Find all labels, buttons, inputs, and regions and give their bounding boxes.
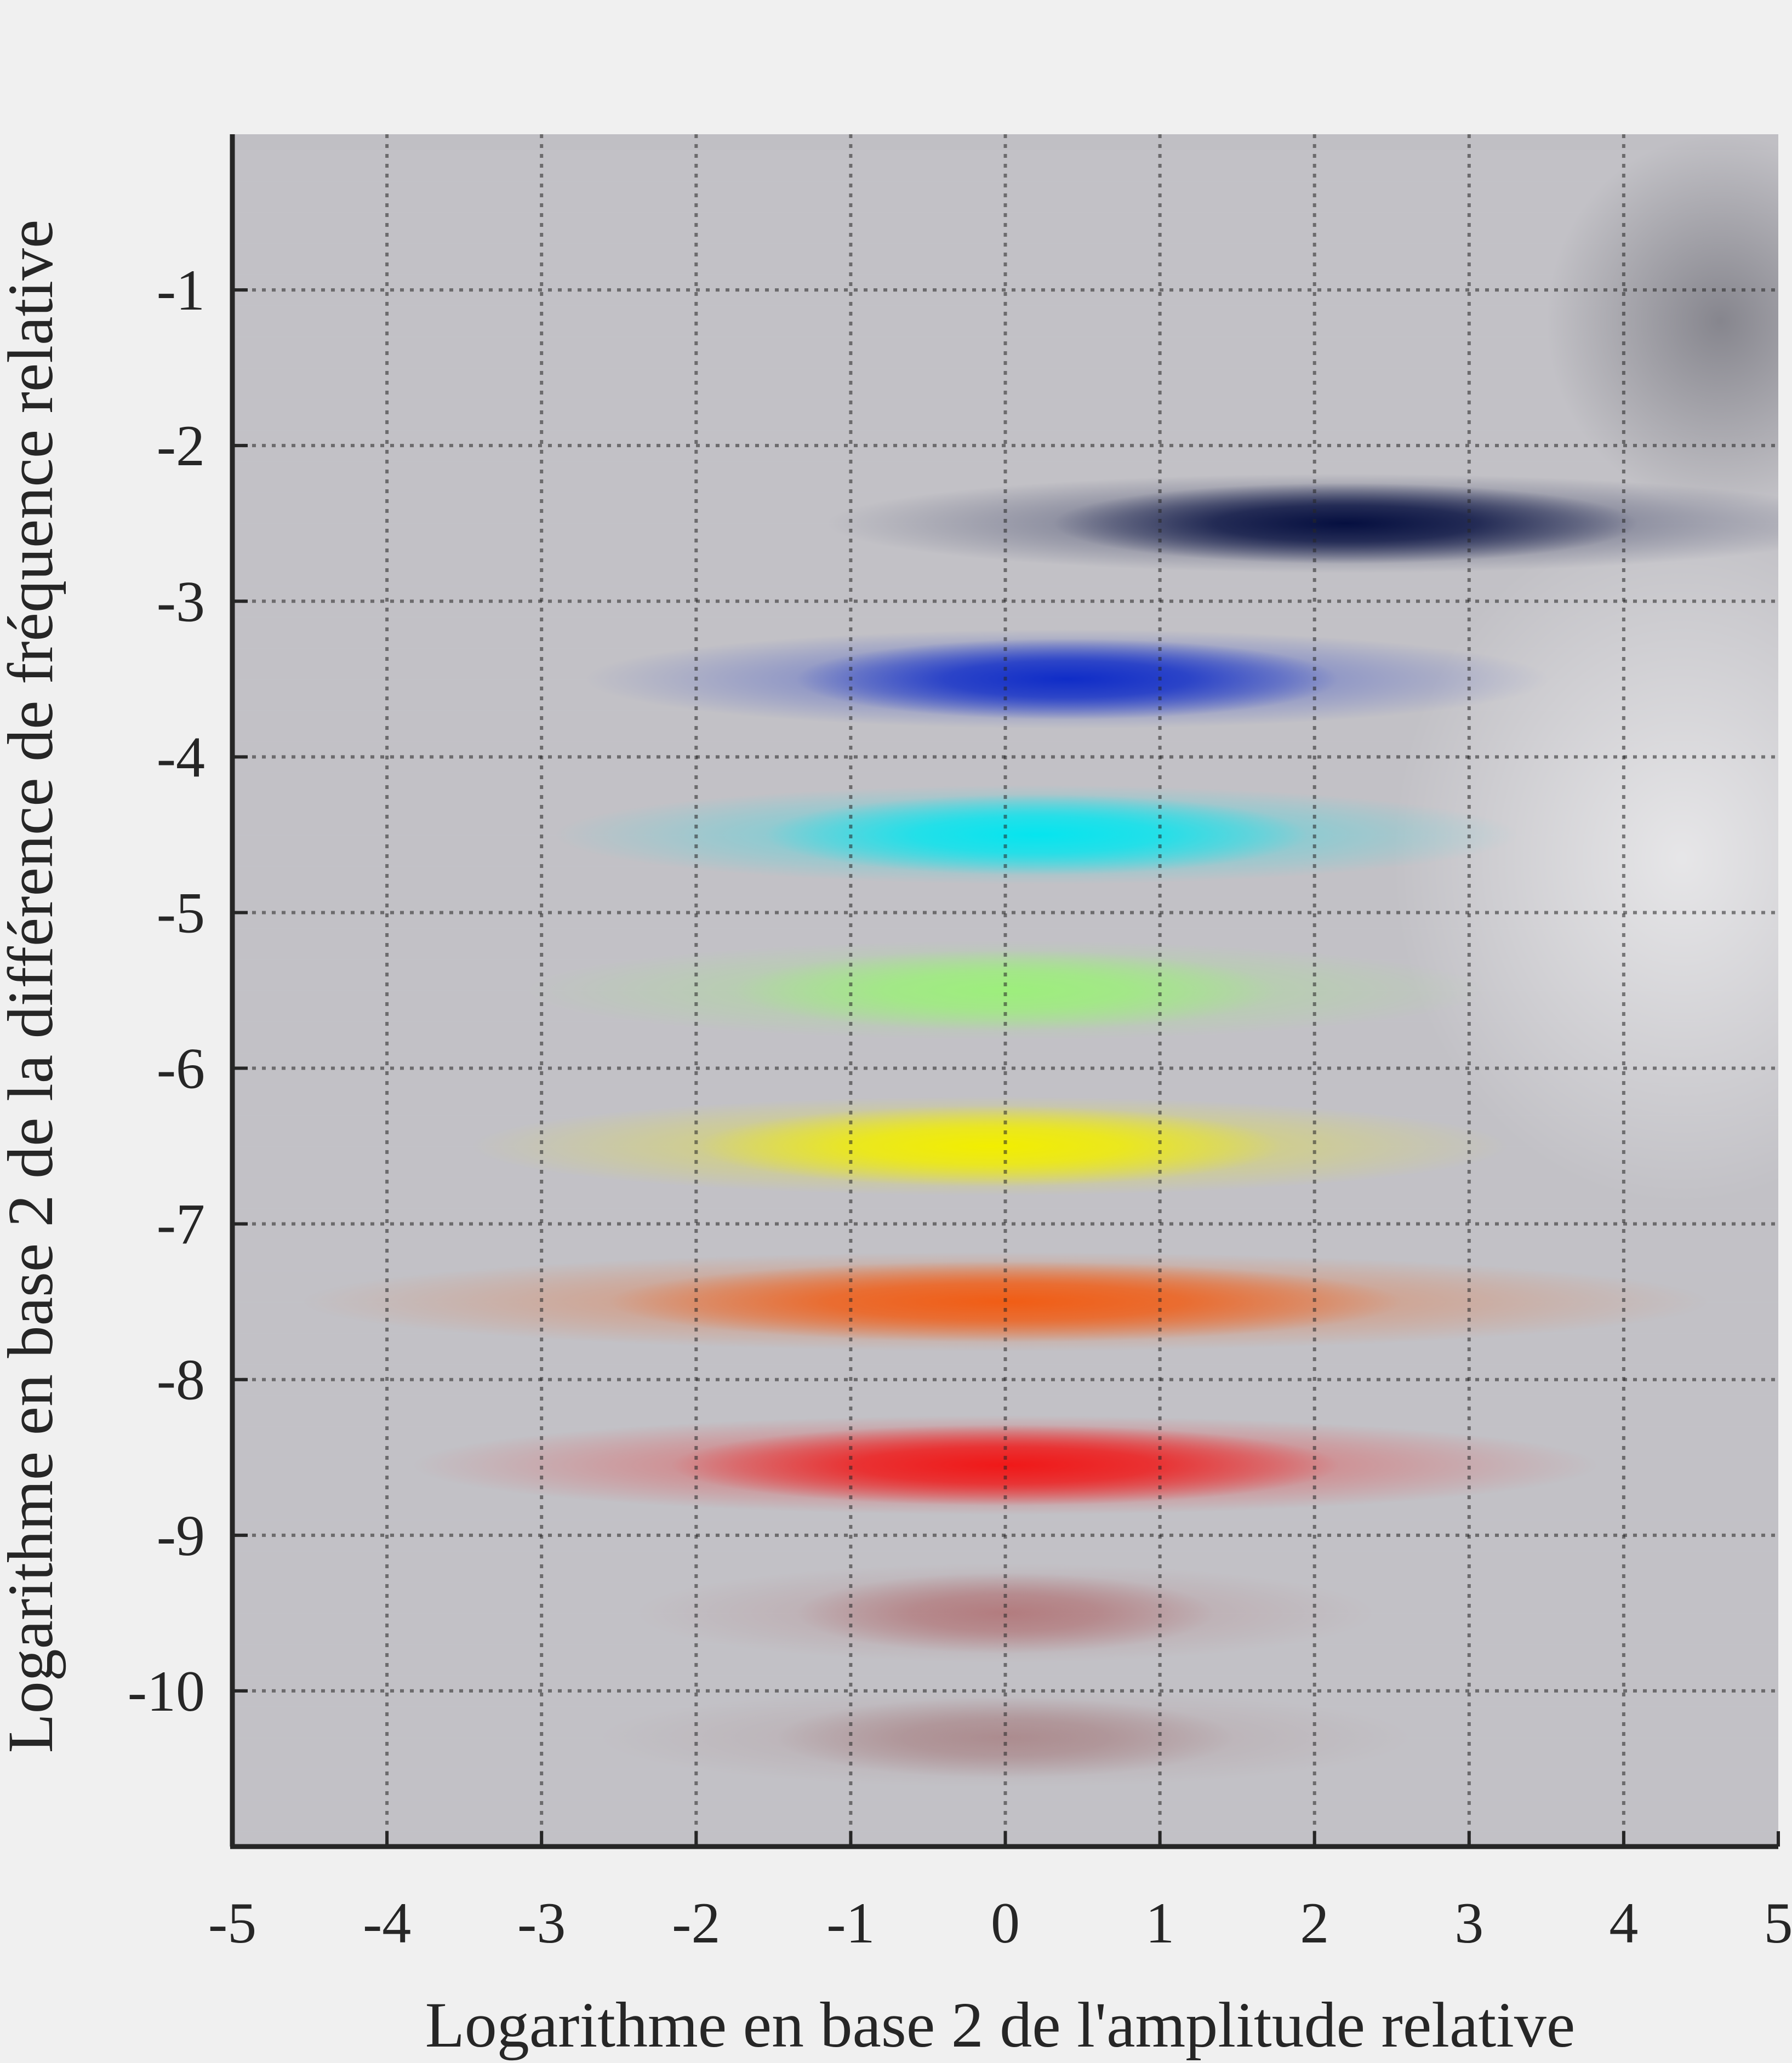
x-tick-label: 2	[1300, 1891, 1329, 1955]
heatmap-band	[1053, 483, 1638, 564]
heatmap-row	[232, 1799, 1778, 1832]
x-tick-label: -4	[363, 1891, 411, 1955]
x-tick-label: -2	[672, 1891, 720, 1955]
y-tick-label: -3	[157, 569, 205, 633]
x-axis-title: Logarithme en base 2 de l'amplitude rela…	[425, 1989, 1576, 2061]
x-tick-label: 3	[1454, 1891, 1483, 1955]
y-tick-labels: -1 -2 -3 -4 -5 -6 -7 -8 -9 -10	[128, 258, 205, 1723]
x-tick-label: 5	[1764, 1891, 1792, 1955]
y-tick-label: -5	[157, 881, 205, 945]
plot-area	[232, 134, 1778, 1847]
x-tick-label: -1	[826, 1891, 875, 1955]
y-tick-label: -4	[157, 725, 205, 789]
heatmap-band	[764, 794, 1308, 876]
x-tick-label: -5	[208, 1891, 256, 1955]
heatmap-band	[796, 638, 1339, 720]
x-tick-label: 4	[1609, 1891, 1638, 1955]
x-tick-label: -3	[517, 1891, 566, 1955]
y-tick-label: -1	[157, 258, 205, 322]
heatmap-band	[796, 1573, 1214, 1654]
heatmap-region-0	[1546, 134, 1778, 508]
x-tick-labels: -5 -4 -3 -2 -1 0 1 2 3 4 5	[208, 1891, 1792, 1955]
heatmap-band	[698, 1105, 1282, 1187]
axes	[230, 134, 1780, 1849]
y-tick-label: -7	[157, 1192, 205, 1256]
y-axis-title: Logarithme en base 2 de la différence de…	[0, 220, 66, 1753]
grid-lines	[232, 134, 1778, 1847]
heatmap-band	[671, 1425, 1339, 1506]
heatmap-band	[775, 1697, 1235, 1779]
y-tick-label: -8	[157, 1348, 205, 1412]
heatmap-row	[232, 212, 1778, 244]
y-tick-label: -6	[157, 1037, 205, 1101]
x-tick-label: 0	[991, 1891, 1020, 1955]
y-tick-label: -2	[157, 414, 205, 478]
y-tick-label: -10	[128, 1659, 205, 1723]
heatmap-band	[734, 950, 1277, 1031]
x-tick-label: 1	[1145, 1891, 1174, 1955]
heatmap-row	[232, 243, 1778, 275]
y-tick-label: -9	[157, 1504, 205, 1568]
